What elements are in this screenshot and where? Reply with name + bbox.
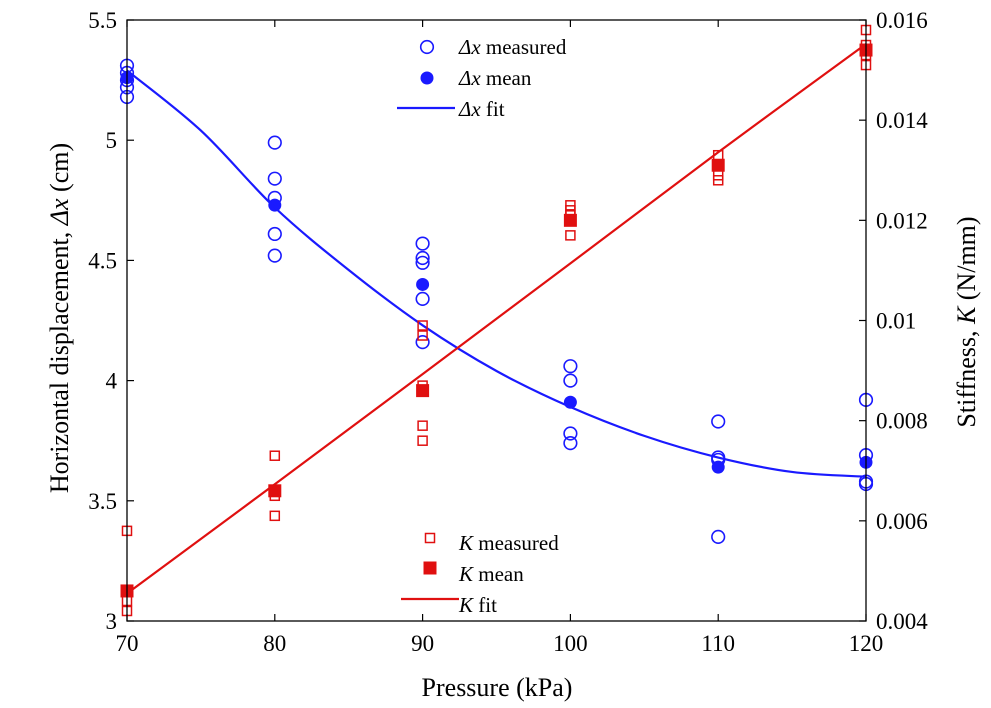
x-tick-label: 80 (263, 631, 286, 656)
point-k-measured (712, 175, 724, 186)
legend-marker-dx-measured (419, 39, 435, 55)
axis-ticks: 70 80 90 100 110 120 3 3.5 4 4.5 5 5.5 0.004 0.006 0.0… (88, 8, 928, 656)
y-right-tick-label: 0.006 (876, 509, 928, 534)
point-k-measured (417, 320, 428, 331)
point-dx-mean (268, 198, 282, 212)
point-k-mean (416, 384, 430, 398)
legend-dx-fit: Δx fit (458, 97, 505, 121)
point-dx-measured (415, 236, 430, 251)
y-right-tick-label: 0.01 (876, 309, 916, 334)
legend-dx-measured: Δx measured (458, 35, 567, 59)
point-dx-measured (415, 255, 430, 270)
legend-top: Δx measured Δx mean Δx fit (458, 35, 567, 121)
legend-marker-k-measured (424, 532, 436, 544)
legend-marker-dx-mean (420, 71, 434, 85)
y-left-tick-label: 3.5 (88, 489, 117, 514)
point-dx-measured (267, 248, 282, 263)
fit-line-dx-fit (126, 69, 867, 478)
y-left-tick-label: 3 (106, 609, 118, 634)
y-left-tick-label: 4 (106, 369, 118, 394)
point-k-measured (565, 230, 576, 241)
point-dx-measured (711, 529, 726, 544)
x-axis-title: Pressure (kPa) (422, 673, 573, 702)
series-dx-fit (126, 69, 867, 478)
point-dx-mean (416, 277, 430, 291)
legend-dx-mean: Δx mean (458, 66, 532, 90)
point-dx-measured (711, 414, 726, 429)
point-dx-measured (563, 436, 578, 451)
point-dx-measured (563, 359, 578, 374)
point-k-measured (269, 510, 281, 522)
point-dx-measured (563, 426, 578, 441)
series-dx-measured (119, 58, 874, 544)
y-left-tick-label: 5.5 (88, 8, 117, 33)
series-k-fit (126, 43, 867, 595)
legend-k-mean: K mean (458, 562, 524, 586)
point-k-mean (563, 213, 577, 227)
legend-markers (397, 39, 459, 601)
y-right-tick-label: 0.016 (876, 8, 928, 33)
point-dx-measured (267, 135, 282, 150)
x-tick-label: 110 (701, 631, 735, 656)
y-right-tick-label: 0.012 (876, 208, 928, 233)
legend-k-measured: K measured (458, 531, 559, 555)
point-dx-measured (267, 226, 282, 242)
y-right-axis-title: Stiffness, K (N/mm) (952, 216, 981, 427)
legend-k-fit: K fit (458, 593, 497, 617)
x-tick-label: 90 (411, 631, 434, 656)
point-k-measured (269, 450, 281, 461)
y-left-tick-label: 5 (106, 128, 118, 153)
point-dx-measured (415, 291, 430, 306)
y-right-tick-label: 0.014 (876, 108, 928, 133)
point-dx-measured (563, 373, 578, 388)
y-left-tick-label: 4.5 (88, 248, 117, 273)
y-left-axis-title: Horizontal displacement, Δx (cm) (45, 143, 74, 493)
point-dx-mean (711, 460, 725, 474)
point-dx-measured (267, 171, 282, 186)
x-tick-label: 100 (553, 631, 588, 656)
y-right-tick-label: 0.004 (876, 609, 928, 634)
series-dx-mean (120, 71, 873, 474)
point-dx-measured (415, 335, 430, 350)
y-right-tick-label: 0.008 (876, 409, 928, 434)
point-k-measured (417, 330, 428, 341)
point-k-mean (711, 158, 725, 172)
point-k-measured (417, 420, 428, 431)
x-tick-label: 70 (116, 631, 139, 656)
point-dx-measured (415, 250, 430, 266)
x-tick-label: 120 (849, 631, 884, 656)
plot-content (119, 24, 874, 617)
legend-marker-k-mean (423, 561, 437, 575)
fit-line-k-fit (126, 43, 867, 595)
legend-bottom: K measured K mean K fit (458, 531, 559, 617)
point-k-measured (417, 435, 428, 446)
